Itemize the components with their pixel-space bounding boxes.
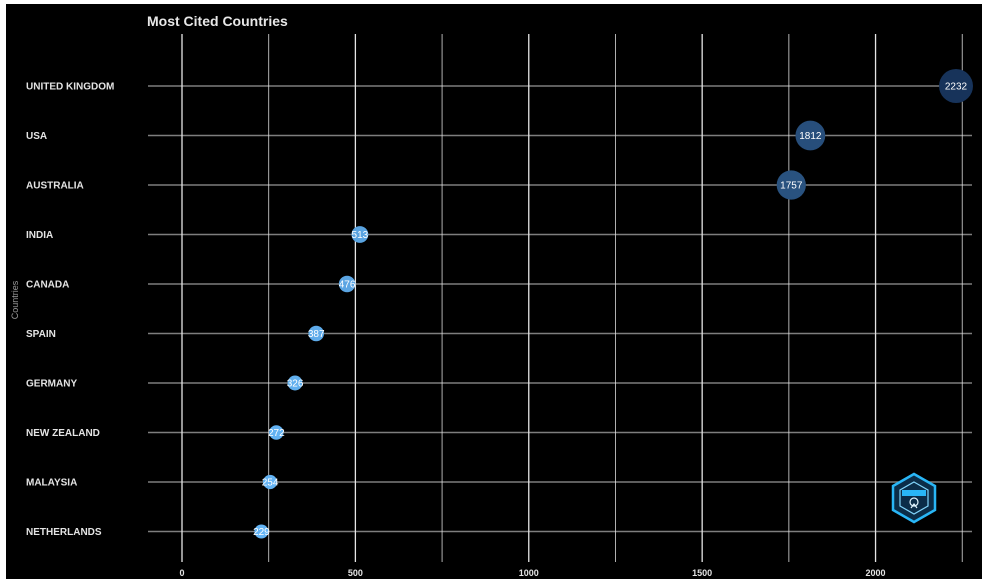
data-label: 254 xyxy=(262,478,279,489)
y-tick-label: AUSTRALIA xyxy=(26,181,84,192)
y-tick-label: USA xyxy=(26,131,47,142)
y-tick-label: GERMANY xyxy=(26,379,77,390)
data-point xyxy=(269,425,284,440)
data-label: 2232 xyxy=(945,82,968,93)
data-label: 476 xyxy=(339,280,356,291)
y-tick-label: INDIA xyxy=(26,230,53,241)
data-label: 387 xyxy=(308,329,325,340)
data-label: 229 xyxy=(253,527,270,538)
y-axis-title: Countries xyxy=(10,280,20,319)
data-point xyxy=(254,524,269,539)
y-tick-label: SPAIN xyxy=(26,329,56,340)
y-tick-label: NETHERLANDS xyxy=(26,527,102,538)
logo-icon xyxy=(891,472,937,524)
data-point xyxy=(287,375,303,391)
data-point xyxy=(262,474,278,490)
x-tick-label: 1000 xyxy=(519,568,539,578)
data-point xyxy=(939,69,973,103)
data-label: 326 xyxy=(287,379,304,390)
data-point xyxy=(351,226,369,243)
y-tick-label: NEW ZEALAND xyxy=(26,428,100,439)
data-label: 1757 xyxy=(780,181,803,192)
data-point xyxy=(776,170,806,200)
data-point xyxy=(795,120,826,151)
dot-layer: 2232 1812 1757 513 476 387 326 272 254 229 xyxy=(253,69,973,539)
chart-panel: Most Cited Countries Countries 0 500 1000 1… xyxy=(6,4,982,579)
x-tick-label: 500 xyxy=(348,568,363,578)
data-point xyxy=(338,275,356,293)
x-tick-label: 0 xyxy=(179,568,184,578)
data-label: 1812 xyxy=(799,131,822,142)
label-layer: 0 500 1000 1500 2000 UNITED KINGDOM USA AUSTRAL… xyxy=(26,82,886,579)
y-tick-label: CANADA xyxy=(26,280,69,291)
x-tick-label: 2000 xyxy=(866,568,886,578)
data-point xyxy=(308,325,324,342)
data-label: 513 xyxy=(352,230,369,241)
grid-layer xyxy=(148,34,972,562)
chart-svg: Most Cited Countries Countries 0 500 1000 1… xyxy=(10,13,973,579)
data-label: 272 xyxy=(268,428,285,439)
x-tick-label: 1500 xyxy=(692,568,712,578)
y-tick-label: MALAYSIA xyxy=(26,478,77,489)
chart-title: Most Cited Countries xyxy=(147,13,288,29)
y-tick-label: UNITED KINGDOM xyxy=(26,82,114,93)
